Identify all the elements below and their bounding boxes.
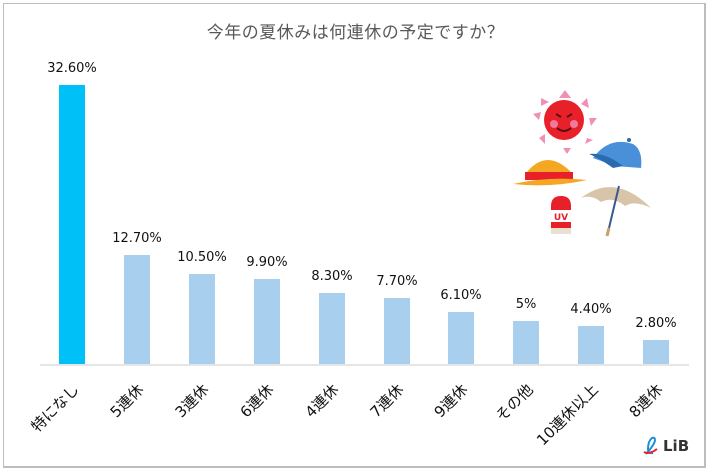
x-axis-category-label: その他 xyxy=(492,380,537,426)
x-axis-category-label: 8連休 xyxy=(625,380,667,422)
bar xyxy=(59,85,85,364)
svg-text:UV: UV xyxy=(554,213,568,223)
bar-value-label: 32.60% xyxy=(47,61,97,76)
bar-value-label: 6.10% xyxy=(440,288,482,303)
bar xyxy=(189,274,215,364)
bar-value-label: 8.30% xyxy=(311,269,353,284)
x-axis-category-label: 10連休以上 xyxy=(533,380,602,450)
bar-value-label: 7.70% xyxy=(376,274,418,289)
x-axis-category-label: 4連休 xyxy=(301,380,343,422)
lib-ribbon-icon xyxy=(643,436,658,455)
bar-value-label: 9.90% xyxy=(246,255,288,270)
x-axis-category-label: 3連休 xyxy=(171,380,213,422)
bar xyxy=(384,298,410,364)
x-axis-category-label: 5連休 xyxy=(106,380,148,422)
sun-icon xyxy=(533,90,597,154)
bar-value-label: 12.70% xyxy=(112,231,162,246)
chart-title: 今年の夏休みは何連休の予定ですか？ xyxy=(206,23,505,43)
straw-hat-icon xyxy=(513,160,587,186)
bar-value-label: 5% xyxy=(515,297,537,312)
bar xyxy=(643,340,669,364)
x-axis-category-label: 6連休 xyxy=(236,380,278,422)
bar xyxy=(319,293,345,364)
bar-value-label: 2.80% xyxy=(635,316,677,331)
lib-logo: LiB xyxy=(643,436,689,456)
bar xyxy=(124,255,150,364)
bar xyxy=(513,321,539,364)
lib-logo-text: LiB xyxy=(663,437,690,455)
bar-value-label: 4.40% xyxy=(570,302,612,317)
x-axis-category-label: 7連休 xyxy=(366,380,408,422)
cap-icon xyxy=(589,138,642,168)
bar-value-label: 10.50% xyxy=(177,250,227,265)
parasol-icon xyxy=(581,185,651,237)
sunscreen-uv-icon: UV xyxy=(551,196,571,234)
x-axis-category-label: 9連休 xyxy=(430,380,472,422)
summer-illustration: UV xyxy=(505,88,660,248)
bar xyxy=(448,312,474,364)
bar xyxy=(578,326,604,364)
x-axis-category-label: 特になし xyxy=(27,380,83,436)
bar xyxy=(254,279,280,364)
chart-frame xyxy=(3,3,706,468)
x-axis-line xyxy=(40,364,689,366)
